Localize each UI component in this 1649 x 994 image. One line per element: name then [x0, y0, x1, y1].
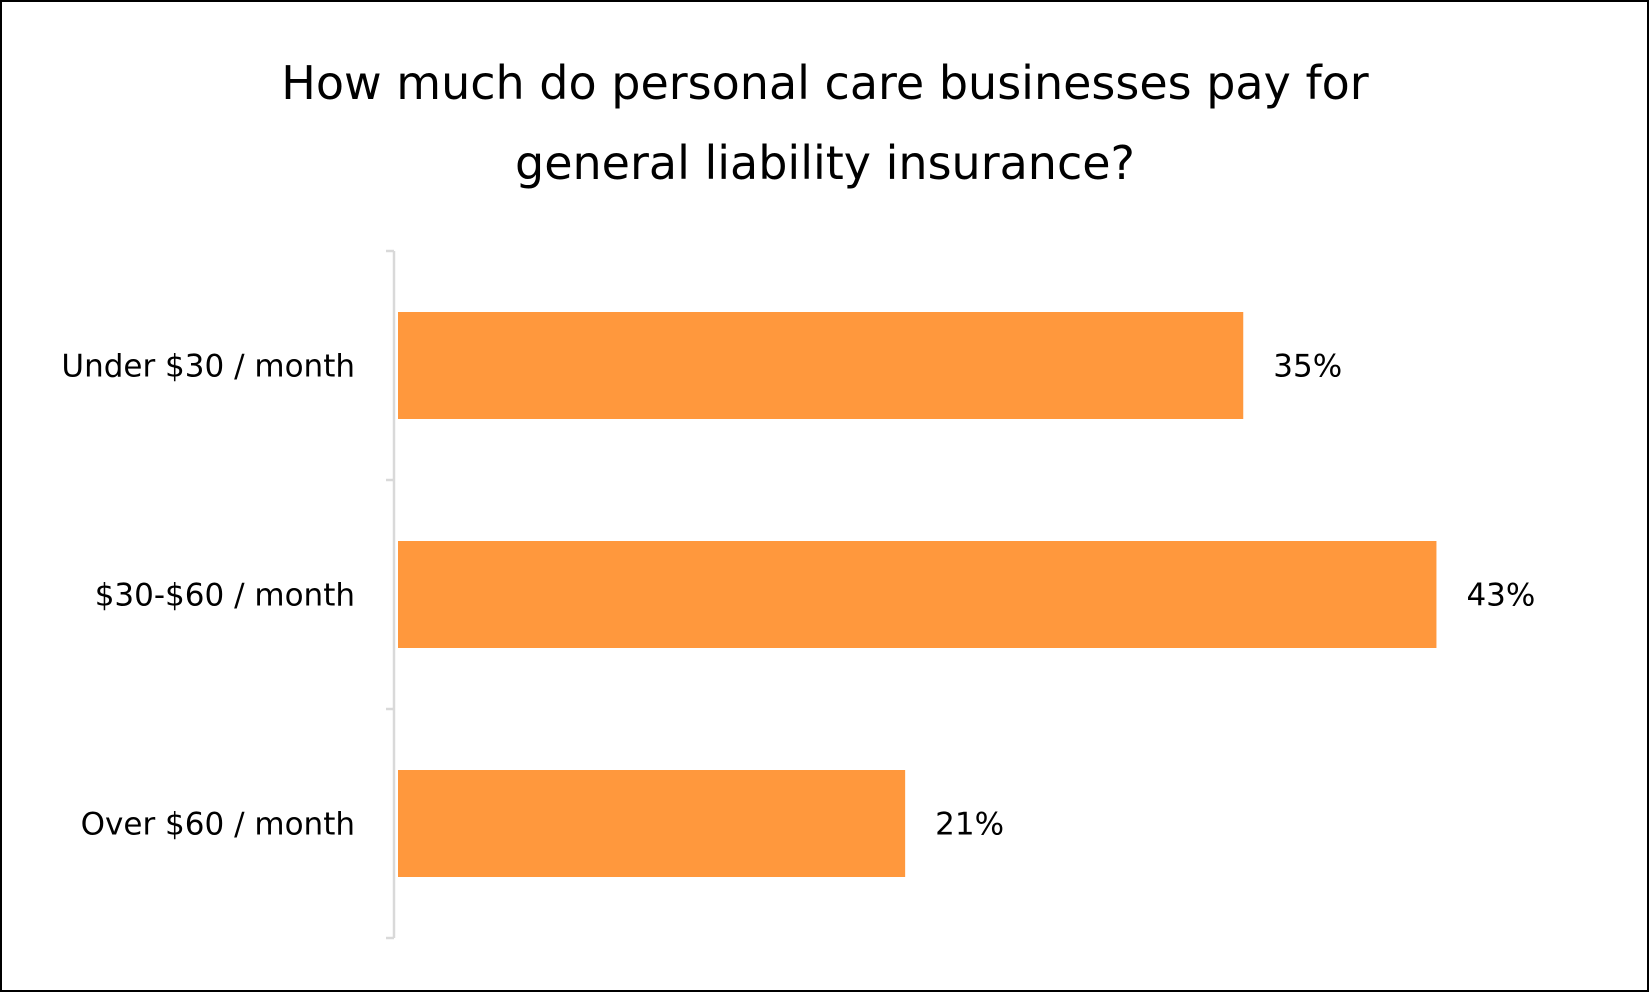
bar-1 — [398, 312, 1244, 419]
bar-3 — [398, 770, 906, 877]
data-label: 21% — [935, 807, 1004, 843]
category-label: $30-$60 / month — [95, 578, 355, 614]
data-label: 43% — [1466, 578, 1535, 614]
chart-title-line-2: general liability insurance? — [515, 136, 1135, 190]
category-label: Under $30 / month — [61, 349, 355, 385]
chart-title-line-1: How much do personal care businesses pay… — [281, 56, 1368, 110]
category-label: Over $60 / month — [81, 807, 355, 843]
bar-2 — [398, 541, 1437, 648]
data-label: 35% — [1273, 349, 1342, 385]
